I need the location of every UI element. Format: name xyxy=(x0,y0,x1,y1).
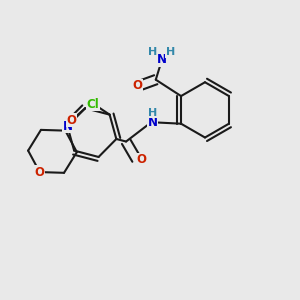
Text: O: O xyxy=(67,114,77,127)
Text: N: N xyxy=(148,116,158,129)
Text: N: N xyxy=(157,53,167,66)
Text: H: H xyxy=(148,47,157,57)
Text: O: O xyxy=(132,79,142,92)
Text: Cl: Cl xyxy=(86,98,99,111)
Text: O: O xyxy=(35,166,45,178)
Text: H: H xyxy=(166,47,175,57)
Text: N: N xyxy=(62,120,72,133)
Text: O: O xyxy=(137,154,147,166)
Text: H: H xyxy=(148,108,158,118)
